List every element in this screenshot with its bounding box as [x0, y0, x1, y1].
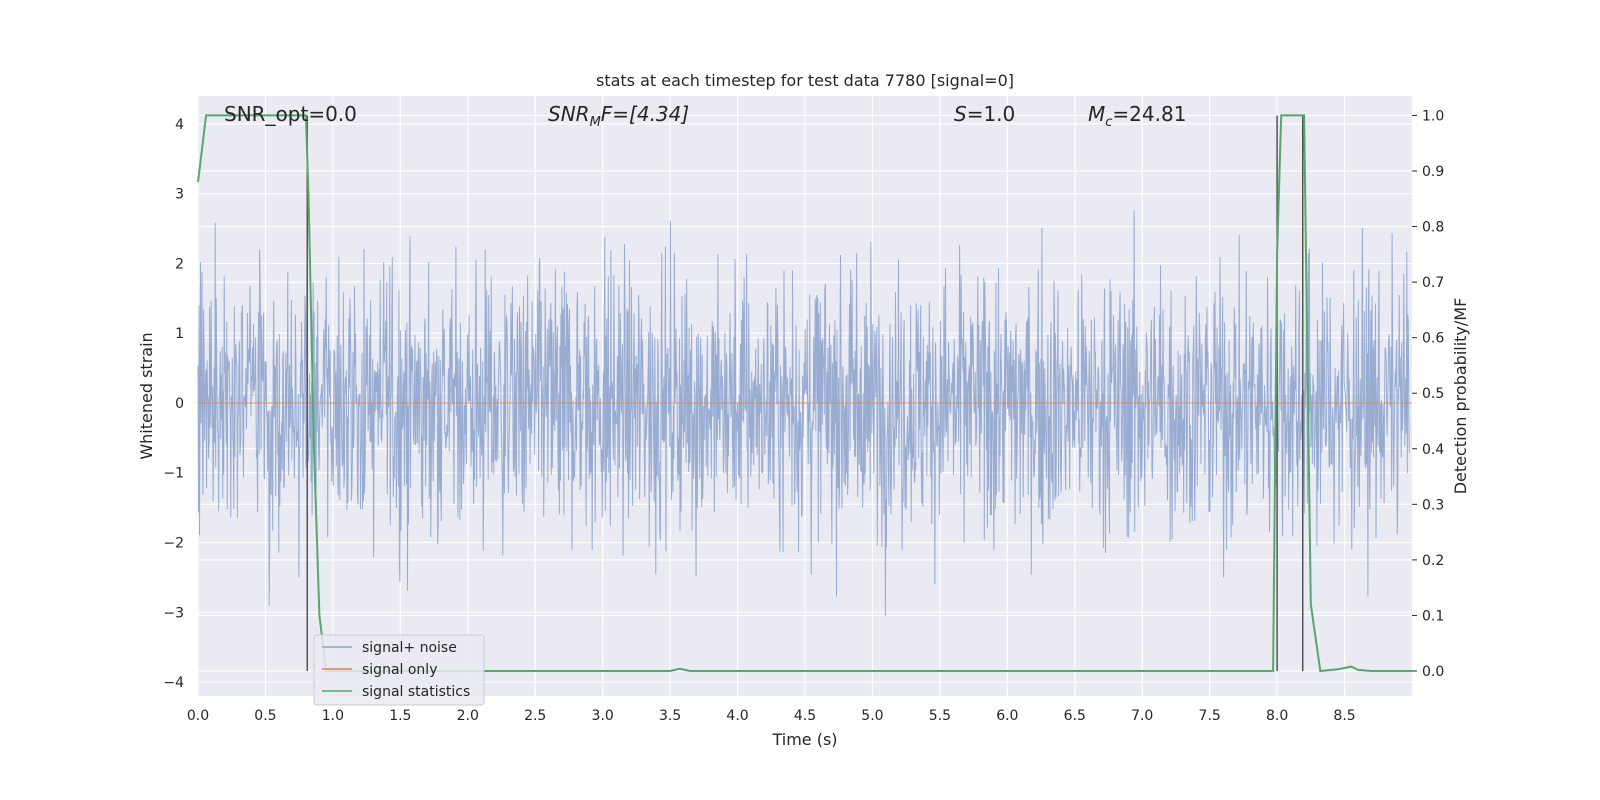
legend-label-signal-noise: signal+ noise	[362, 640, 457, 656]
y-tick-label: 4	[175, 117, 184, 133]
annotation-snr-mf-tail: F=[4.34]	[601, 102, 689, 126]
y-tick-label: −4	[163, 675, 184, 691]
signal-statistics-line	[197, 114, 1412, 673]
x-tick-label: 1.5	[389, 708, 411, 724]
vertical-markers	[306, 115, 1304, 671]
x-tick-label: 3.5	[659, 708, 681, 724]
y-tick-label: 3	[175, 187, 184, 203]
y-tick-label: 1	[175, 326, 184, 342]
y2-tick-label: 0.5	[1422, 386, 1444, 402]
x-tick-label: 5.0	[861, 708, 883, 724]
y-tick-label: −3	[163, 605, 184, 621]
legend-label-signal-only: signal only	[362, 662, 437, 678]
x-tick-label: 2.0	[457, 708, 479, 724]
x-tick-label: 0.5	[254, 708, 276, 724]
y2-tick-label: 0.9	[1422, 164, 1444, 180]
x-tick-label: 3.0	[592, 708, 614, 724]
y-axis-ticks: 4 3 2 1 0 −1 −2 −3 −4	[163, 117, 184, 691]
annotation-mc-tail: =24.81	[1112, 102, 1186, 126]
y2-axis-label: Detection probability/MF	[1451, 298, 1470, 495]
annotation-snr-mf-sub: M	[590, 115, 601, 130]
x-tick-label: 8.5	[1333, 708, 1355, 724]
x-tick-label: 4.0	[726, 708, 748, 724]
annotation-s-main: S	[954, 102, 967, 126]
annotation-mc-sub: c	[1105, 115, 1112, 130]
annotation-s-tail: =1.0	[967, 102, 1016, 126]
annotation-snr-mf-main: SNR	[548, 102, 590, 126]
chart-title: stats at each timestep for test data 778…	[596, 71, 1014, 90]
x-axis-ticks: 0.0 0.5 1.0 1.5 2.0 2.5 3.0 3.5 4.0 4.5 5.0 5.5 6.0 6…	[187, 708, 1356, 724]
y2-tick-label: 1.0	[1422, 108, 1444, 124]
signal-noise-line	[197, 210, 1410, 616]
annotation-mc: Mc=24.81	[1088, 102, 1186, 130]
y-tick-label: −1	[163, 466, 184, 482]
y2-tick-label: 0.0	[1422, 664, 1444, 680]
y2-tick-label: 0.8	[1422, 220, 1444, 236]
x-tick-label: 7.5	[1199, 708, 1221, 724]
y2-tick-label: 0.7	[1422, 275, 1444, 291]
x-tick-label: 7.0	[1131, 708, 1153, 724]
x-tick-label: 6.0	[996, 708, 1018, 724]
annotation-s: S=1.0	[954, 102, 1015, 126]
legend-label-signal-statistics: signal statistics	[362, 684, 470, 700]
x-tick-label: 1.0	[322, 708, 344, 724]
y2-tick-label: 0.4	[1422, 442, 1444, 458]
y-tick-label: 2	[175, 256, 184, 272]
y2-tick-label: 0.2	[1422, 553, 1444, 569]
y-tick-label: 0	[175, 396, 184, 412]
legend-box	[313, 634, 485, 706]
x-tick-label: 2.5	[524, 708, 546, 724]
x-tick-label: 8.0	[1266, 708, 1288, 724]
y2-tick-label: 0.1	[1422, 608, 1444, 624]
legend: signal+ noise signal only signal statist…	[313, 634, 485, 706]
x-tick-label: 0.0	[187, 708, 209, 724]
signal-noise-series	[197, 210, 1410, 616]
y-axis-label: Whitened strain	[137, 332, 156, 459]
y-tick-label: −2	[163, 536, 184, 552]
annotation-snr-mf: SNRMF=[4.34]	[548, 102, 689, 130]
annotation-mc-main: M	[1088, 102, 1105, 126]
x-tick-label: 4.5	[794, 708, 816, 724]
x-tick-label: 5.5	[929, 708, 951, 724]
x-tick-label: 6.5	[1064, 708, 1086, 724]
y2-tick-label: 0.6	[1422, 331, 1444, 347]
signal-statistics-series	[197, 114, 1412, 673]
y2-tick-label: 0.3	[1422, 497, 1444, 513]
x-axis-label: Time (s)	[771, 730, 837, 749]
y2-axis-ticks: 1.0 0.9 0.8 0.7 0.6 0.5 0.4 0.3 0.2 0.1 0.0	[1412, 108, 1444, 680]
annotation-snr-opt: SNR_opt=0.0	[224, 102, 357, 126]
